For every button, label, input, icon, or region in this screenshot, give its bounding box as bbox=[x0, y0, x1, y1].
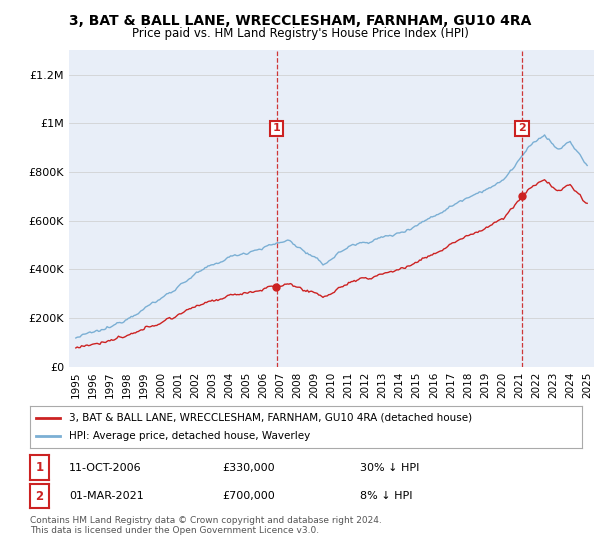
Text: Price paid vs. HM Land Registry's House Price Index (HPI): Price paid vs. HM Land Registry's House … bbox=[131, 27, 469, 40]
Text: This data is licensed under the Open Government Licence v3.0.: This data is licensed under the Open Gov… bbox=[30, 526, 319, 535]
Text: 1: 1 bbox=[35, 461, 44, 474]
Text: Contains HM Land Registry data © Crown copyright and database right 2024.: Contains HM Land Registry data © Crown c… bbox=[30, 516, 382, 525]
Text: 01-MAR-2021: 01-MAR-2021 bbox=[69, 491, 144, 501]
Text: 8% ↓ HPI: 8% ↓ HPI bbox=[360, 491, 413, 501]
Text: 3, BAT & BALL LANE, WRECCLESHAM, FARNHAM, GU10 4RA (detached house): 3, BAT & BALL LANE, WRECCLESHAM, FARNHAM… bbox=[68, 413, 472, 423]
Text: 2: 2 bbox=[35, 489, 44, 503]
Text: 30% ↓ HPI: 30% ↓ HPI bbox=[360, 463, 419, 473]
Text: £330,000: £330,000 bbox=[222, 463, 275, 473]
Text: 2: 2 bbox=[518, 123, 526, 133]
Text: 3, BAT & BALL LANE, WRECCLESHAM, FARNHAM, GU10 4RA: 3, BAT & BALL LANE, WRECCLESHAM, FARNHAM… bbox=[69, 14, 531, 28]
Text: HPI: Average price, detached house, Waverley: HPI: Average price, detached house, Wave… bbox=[68, 431, 310, 441]
Text: 11-OCT-2006: 11-OCT-2006 bbox=[69, 463, 142, 473]
Text: £700,000: £700,000 bbox=[222, 491, 275, 501]
Text: 1: 1 bbox=[273, 123, 281, 133]
